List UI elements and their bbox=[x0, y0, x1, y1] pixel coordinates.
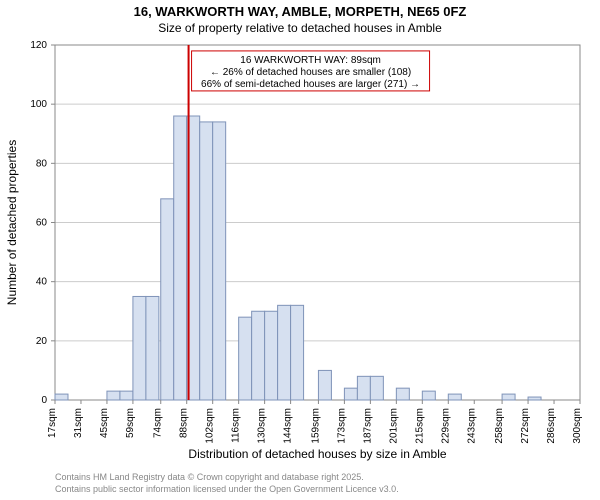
bar bbox=[107, 391, 120, 400]
y-tick-label: 40 bbox=[36, 277, 48, 288]
bar bbox=[422, 391, 435, 400]
footer-line1: Contains HM Land Registry data © Crown c… bbox=[55, 472, 364, 482]
bar bbox=[265, 311, 278, 400]
bar bbox=[448, 394, 461, 400]
x-tick-label: 187sqm bbox=[362, 408, 373, 444]
y-tick-label: 0 bbox=[41, 395, 47, 406]
x-tick-label: 116sqm bbox=[231, 408, 242, 443]
y-tick-label: 60 bbox=[36, 218, 48, 229]
x-tick-label: 88sqm bbox=[179, 408, 190, 438]
chart-title: 16, WARKWORTH WAY, AMBLE, MORPETH, NE65 … bbox=[134, 4, 467, 19]
bar bbox=[133, 296, 146, 400]
bar bbox=[161, 199, 174, 400]
bar bbox=[357, 376, 370, 400]
callout-line1: 16 WARKWORTH WAY: 89sqm bbox=[240, 55, 381, 66]
callout-line3: 66% of semi-detached houses are larger (… bbox=[201, 79, 420, 90]
x-tick-label: 286sqm bbox=[546, 408, 557, 444]
x-tick-label: 300sqm bbox=[572, 408, 583, 444]
y-tick-label: 100 bbox=[30, 99, 47, 110]
bar bbox=[252, 311, 265, 400]
x-tick-label: 102sqm bbox=[205, 408, 216, 444]
y-tick-label: 120 bbox=[30, 40, 47, 51]
histogram-chart: 16, WARKWORTH WAY, AMBLE, MORPETH, NE65 … bbox=[0, 0, 600, 500]
bar bbox=[120, 391, 133, 400]
bar bbox=[318, 370, 331, 400]
x-tick-label: 31sqm bbox=[73, 408, 84, 438]
x-tick-label: 17sqm bbox=[47, 408, 58, 438]
footer-line2: Contains public sector information licen… bbox=[55, 484, 399, 494]
x-tick-label: 272sqm bbox=[520, 408, 531, 444]
x-tick-label: 74sqm bbox=[153, 408, 164, 438]
x-tick-label: 130sqm bbox=[257, 408, 268, 444]
bar bbox=[213, 122, 226, 400]
bar bbox=[146, 296, 159, 400]
bar bbox=[502, 394, 515, 400]
bar bbox=[55, 394, 68, 400]
x-axis-label: Distribution of detached houses by size … bbox=[188, 447, 446, 461]
y-tick-label: 80 bbox=[36, 158, 48, 169]
bar bbox=[528, 397, 541, 400]
x-tick-label: 215sqm bbox=[414, 408, 425, 444]
chart-container: 16, WARKWORTH WAY, AMBLE, MORPETH, NE65 … bbox=[0, 0, 600, 500]
bar bbox=[200, 122, 213, 400]
bar bbox=[174, 116, 187, 400]
x-tick-label: 45sqm bbox=[99, 408, 110, 438]
x-tick-label: 201sqm bbox=[388, 408, 399, 444]
x-tick-label: 59sqm bbox=[125, 408, 136, 438]
x-tick-label: 258sqm bbox=[494, 408, 505, 444]
bar bbox=[396, 388, 409, 400]
y-axis-label: Number of detached properties bbox=[5, 140, 19, 305]
chart-subtitle: Size of property relative to detached ho… bbox=[158, 21, 442, 35]
bar bbox=[344, 388, 357, 400]
x-tick-label: 159sqm bbox=[310, 408, 321, 444]
bar bbox=[370, 376, 383, 400]
x-tick-label: 144sqm bbox=[283, 408, 294, 444]
x-tick-label: 243sqm bbox=[466, 408, 477, 444]
callout-line2: ← 26% of detached houses are smaller (10… bbox=[210, 67, 411, 78]
x-tick-label: 229sqm bbox=[440, 408, 451, 444]
y-tick-label: 20 bbox=[36, 336, 48, 347]
x-tick-label: 173sqm bbox=[336, 408, 347, 444]
bar bbox=[239, 317, 252, 400]
bar bbox=[278, 305, 291, 400]
bar bbox=[291, 305, 304, 400]
